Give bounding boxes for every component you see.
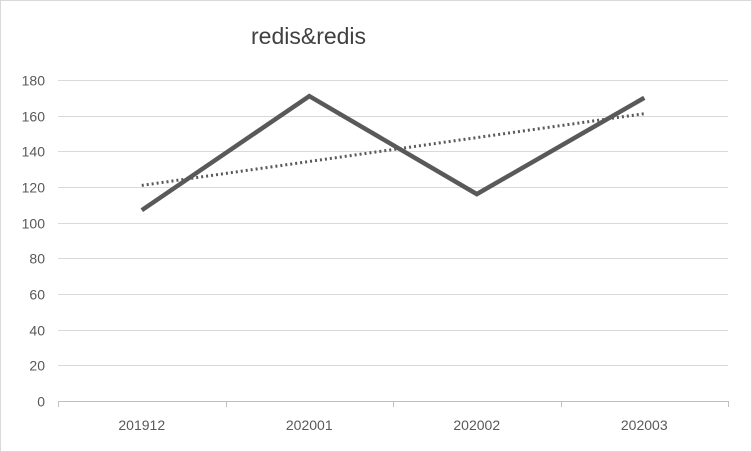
y-tick-label: 140 — [22, 144, 46, 160]
x-tick-labels: 201912 202001 202002 202003 — [118, 417, 667, 433]
trendline-line — [141, 112, 645, 187]
x-axis — [58, 401, 729, 407]
y-tick-label: 40 — [29, 323, 45, 339]
y-tick-label: 180 — [22, 73, 46, 89]
x-tick-label: 202003 — [621, 417, 668, 433]
y-tick-label: 100 — [22, 216, 46, 232]
y-tick-label: 60 — [29, 287, 45, 303]
x-tick-label: 202002 — [453, 417, 500, 433]
x-tick-label: 201912 — [118, 417, 165, 433]
y-tick-label: 20 — [29, 358, 45, 374]
series-lines — [140, 93, 646, 213]
y-tick-label: 120 — [22, 180, 46, 196]
y-tick-label: 160 — [22, 109, 46, 125]
y-tick-label: 0 — [37, 394, 45, 410]
y-tick-label: 80 — [29, 251, 45, 267]
x-tick-label: 202001 — [286, 417, 333, 433]
gridlines — [58, 80, 728, 366]
chart-title: redis&redis — [251, 23, 367, 49]
series-line — [140, 93, 646, 213]
trendline — [141, 112, 645, 187]
y-tick-labels: 0 20 40 60 80 100 120 140 160 180 — [22, 73, 46, 410]
